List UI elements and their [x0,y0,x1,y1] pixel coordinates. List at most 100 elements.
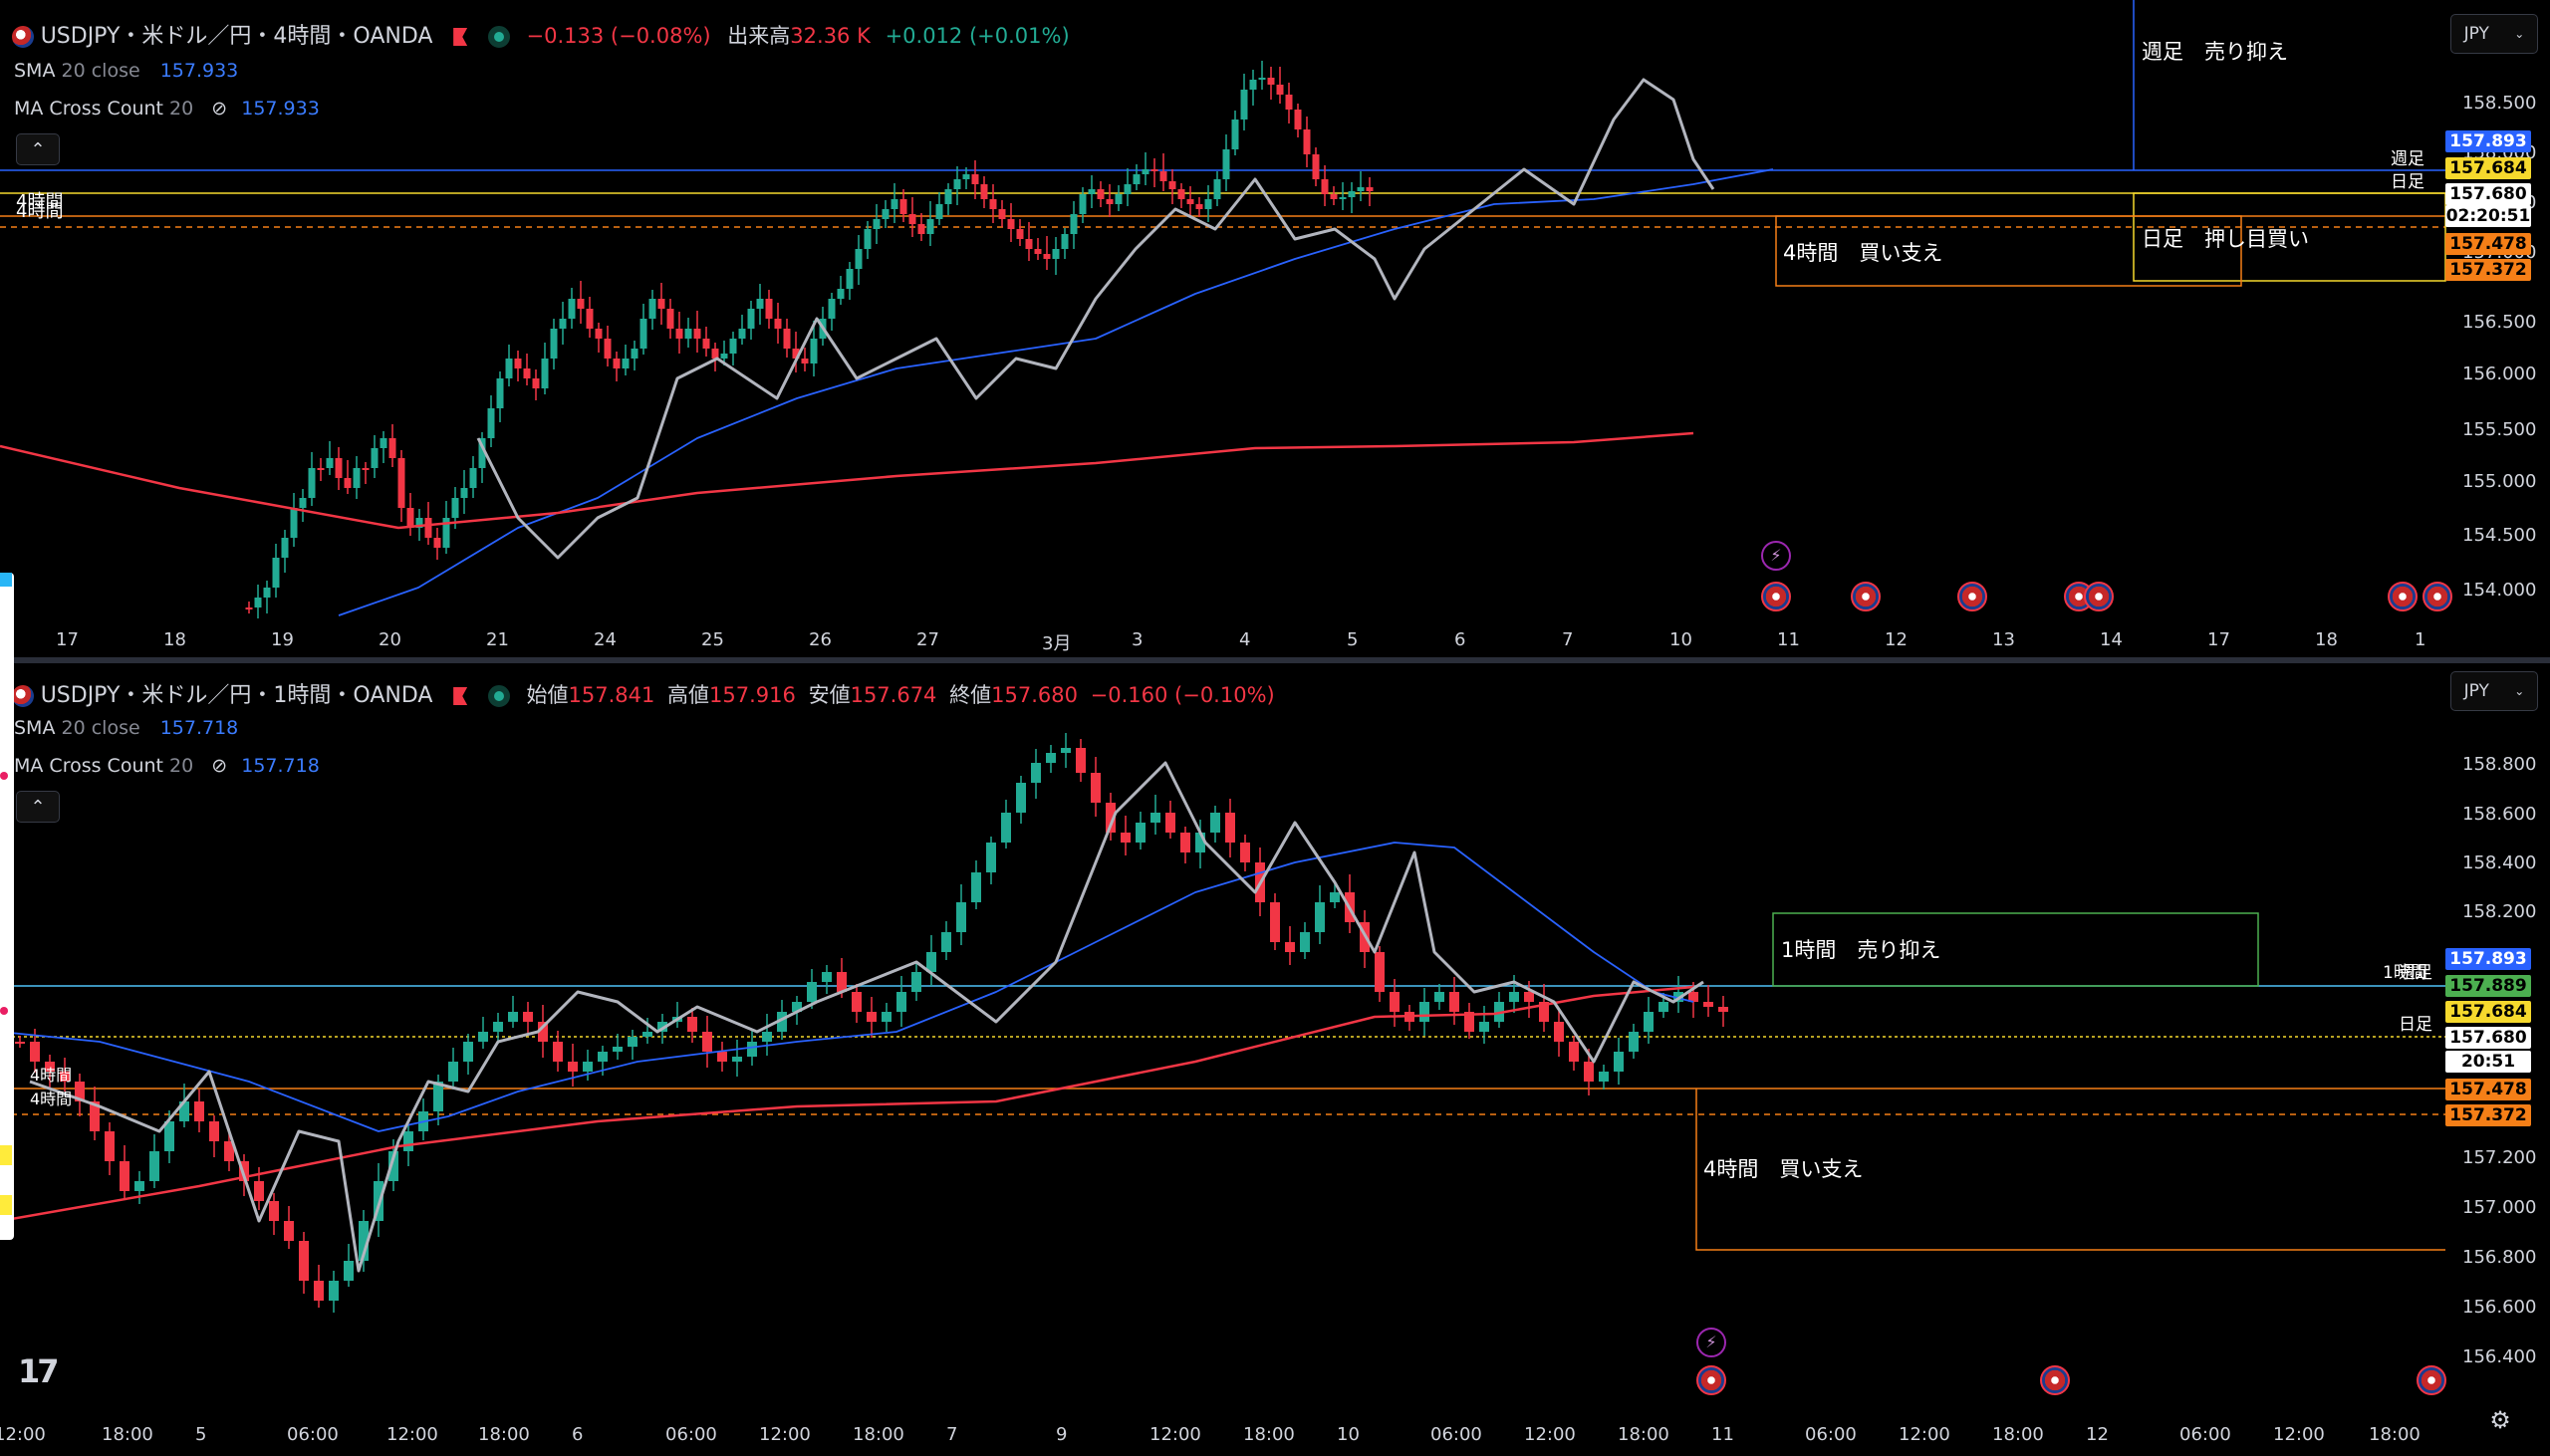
symbol-title[interactable]: USDJPY・米ドル／円・4時間・OANDA [40,24,433,49]
us-event-icon[interactable] [1957,582,1987,611]
time-axis-tick: 12:00 [759,1424,811,1445]
time-axis-tick: 06:00 [1805,1424,1857,1445]
candle-body [1554,1022,1564,1042]
pane-divider[interactable] [0,657,2550,663]
candle-body [469,468,477,488]
time-axis-tick: 18:00 [102,1424,153,1445]
us-event-icon[interactable] [2084,582,2114,611]
currency-selector[interactable]: JPY ⌄ [2450,671,2538,711]
toolbar-tool-icon[interactable] [0,1195,12,1215]
price-tag: 157.889 [2445,975,2531,997]
long-ma-line[interactable] [0,985,1694,1223]
market-open-icon [487,26,510,48]
currency-selector[interactable]: JPY ⌄ [2450,14,2538,54]
toolbar-tool-icon[interactable] [0,1145,12,1165]
us-jp-flag-icon [12,26,34,48]
us-event-icon[interactable] [1761,582,1791,611]
candle-body [873,219,881,229]
price-tag: 157.680 [2445,183,2531,205]
h1-sell-zone-label: 1時間 売り抑え [1781,938,1941,962]
toolbar-tool-icon[interactable] [0,573,12,587]
ma-cross-count-indicator[interactable]: MA Cross Count 20 ⊘ 157.718 [14,755,320,777]
hidden-icon[interactable]: ⊘ [211,98,228,120]
candle-body [846,269,854,289]
chart-canvas-4h[interactable] [0,0,2550,657]
candle-body [628,1037,638,1047]
h4-line-label-left: 4時間 [16,191,64,212]
candle-body [810,339,818,364]
drawing-toolbar[interactable] [0,573,14,1240]
h1-sell-zone [1772,912,2259,987]
candle-body [908,214,916,224]
candle-body [1124,184,1132,194]
candle-body [1300,932,1310,952]
sma-line[interactable] [338,168,1774,616]
flag-icon[interactable] [453,687,468,705]
candle-body [308,468,316,498]
candle-body [380,438,387,448]
us-event-icon[interactable] [2388,582,2418,611]
us-event-icon[interactable] [2417,1365,2446,1395]
candle-body [1070,214,1078,234]
tradingview-logo[interactable]: 17 [18,1352,59,1390]
candle-body [424,518,432,538]
chart-canvas-1h[interactable] [0,663,2550,1456]
price-axis-tick: 156.400 [2462,1346,2537,1367]
candle-body [1276,85,1284,95]
symbol-title[interactable]: USDJPY・米ドル／円・1時間・OANDA [40,683,433,708]
time-axis-tick: 18 [2315,629,2338,650]
candle-body [792,349,800,359]
long-ma-line[interactable] [0,431,1694,530]
candle-body [944,189,952,204]
candle-body [1177,189,1185,199]
currency-label: JPY [2463,681,2489,701]
candle-body [403,1131,413,1151]
candle-body [344,478,352,488]
candle-body [1210,813,1220,833]
h4-line-label-left: 4時間 [30,1066,73,1085]
sma-line[interactable] [0,842,1694,1132]
candle-body [326,458,334,468]
chart-pane-1h[interactable]: USDJPY・米ドル／円・1時間・OANDA 始値157.841 高値157.9… [0,663,2550,1456]
candle-body [1357,187,1365,191]
price-axis-tick: 157.200 [2462,1147,2537,1168]
zigzag-line[interactable] [476,78,1715,560]
collapse-legend-button[interactable]: ⌃ [16,133,60,165]
candle-body [1016,229,1024,239]
candle-body [329,1281,339,1301]
high-label: 高値 [667,683,710,707]
gear-icon[interactable]: ⚙ [2489,1406,2511,1434]
sma-indicator[interactable]: SMA 20 close 157.933 [14,60,238,82]
ma-cross-count-indicator[interactable]: MA Cross Count 20 ⊘ 157.933 [14,98,320,120]
price-tag: 157.372 [2445,259,2531,281]
us-event-icon[interactable] [2422,582,2452,611]
toolbar-tool-icon[interactable] [0,1007,8,1015]
candle-body [493,1022,503,1032]
candle-body [508,1012,518,1022]
us-event-icon[interactable] [1696,1365,1726,1395]
candle-body [1106,199,1114,204]
candle-body [299,1241,309,1281]
collapse-legend-button[interactable]: ⌃ [16,791,60,823]
candle-body [1150,169,1158,171]
hidden-icon[interactable]: ⊘ [211,755,228,777]
h1-line-label: 1時間 [2383,963,2427,983]
candle-body [1136,823,1146,843]
event-flash-icon[interactable]: ⚡ [1761,541,1791,571]
sma-indicator[interactable]: SMA 20 close 157.718 [14,717,238,739]
time-axis-tick: 12:00 [386,1424,438,1445]
candle-body [828,299,836,319]
candle-body [269,1201,279,1221]
candle-body [756,299,764,309]
us-event-icon[interactable] [1851,582,1881,611]
zigzag-line[interactable] [29,761,1704,1273]
event-flash-icon[interactable]: ⚡ [1696,1328,1726,1357]
candle-body [732,1057,742,1062]
candle-body [971,872,981,902]
candle-body [1016,783,1026,813]
toolbar-tool-icon[interactable] [0,772,8,780]
flag-icon[interactable] [453,28,468,46]
chart-pane-4h[interactable]: USDJPY・米ドル／円・4時間・OANDA −0.133 (−0.08%) 出… [0,0,2550,657]
candle-body [867,1012,877,1022]
us-event-icon[interactable] [2040,1365,2070,1395]
